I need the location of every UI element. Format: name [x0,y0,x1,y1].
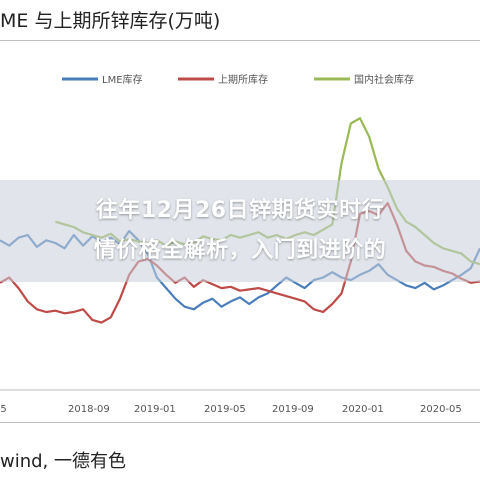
chart-legend: LME库存 上期所库存 国内社会库存 [62,73,414,86]
overlay-title-line-2: 情价格全解析，入门到进阶的 [93,238,387,263]
x-tick-label: 2019-01 [134,404,176,415]
x-tick-label: 2020-05 [420,404,462,415]
source-note: wind, 一德有色 [0,451,126,472]
x-tick-label: 2020-01 [342,404,384,415]
legend-label-2: 国内社会库存 [354,73,414,86]
x-axis: 05 2018-09 2019-01 2019-05 2019-09 2020-01 202… [0,389,480,415]
legend-label-1: 上期所库存 [218,73,268,86]
overlay-title-line-1: 往年12月26日锌期货实时行 [95,198,385,223]
x-tick-label: 2019-05 [204,404,246,415]
title-overlay-band: 往年12月26日锌期货实时行 情价格全解析，入门到进阶的 [0,180,480,282]
x-tick-label: 05 [0,404,7,415]
x-tick-label: 2018-09 [68,404,110,415]
x-tick-label: 2019-09 [272,404,314,415]
legend-label-0: LME库存 [102,73,143,86]
chart-title: ME 与上期所锌库存(万吨) [0,10,221,32]
